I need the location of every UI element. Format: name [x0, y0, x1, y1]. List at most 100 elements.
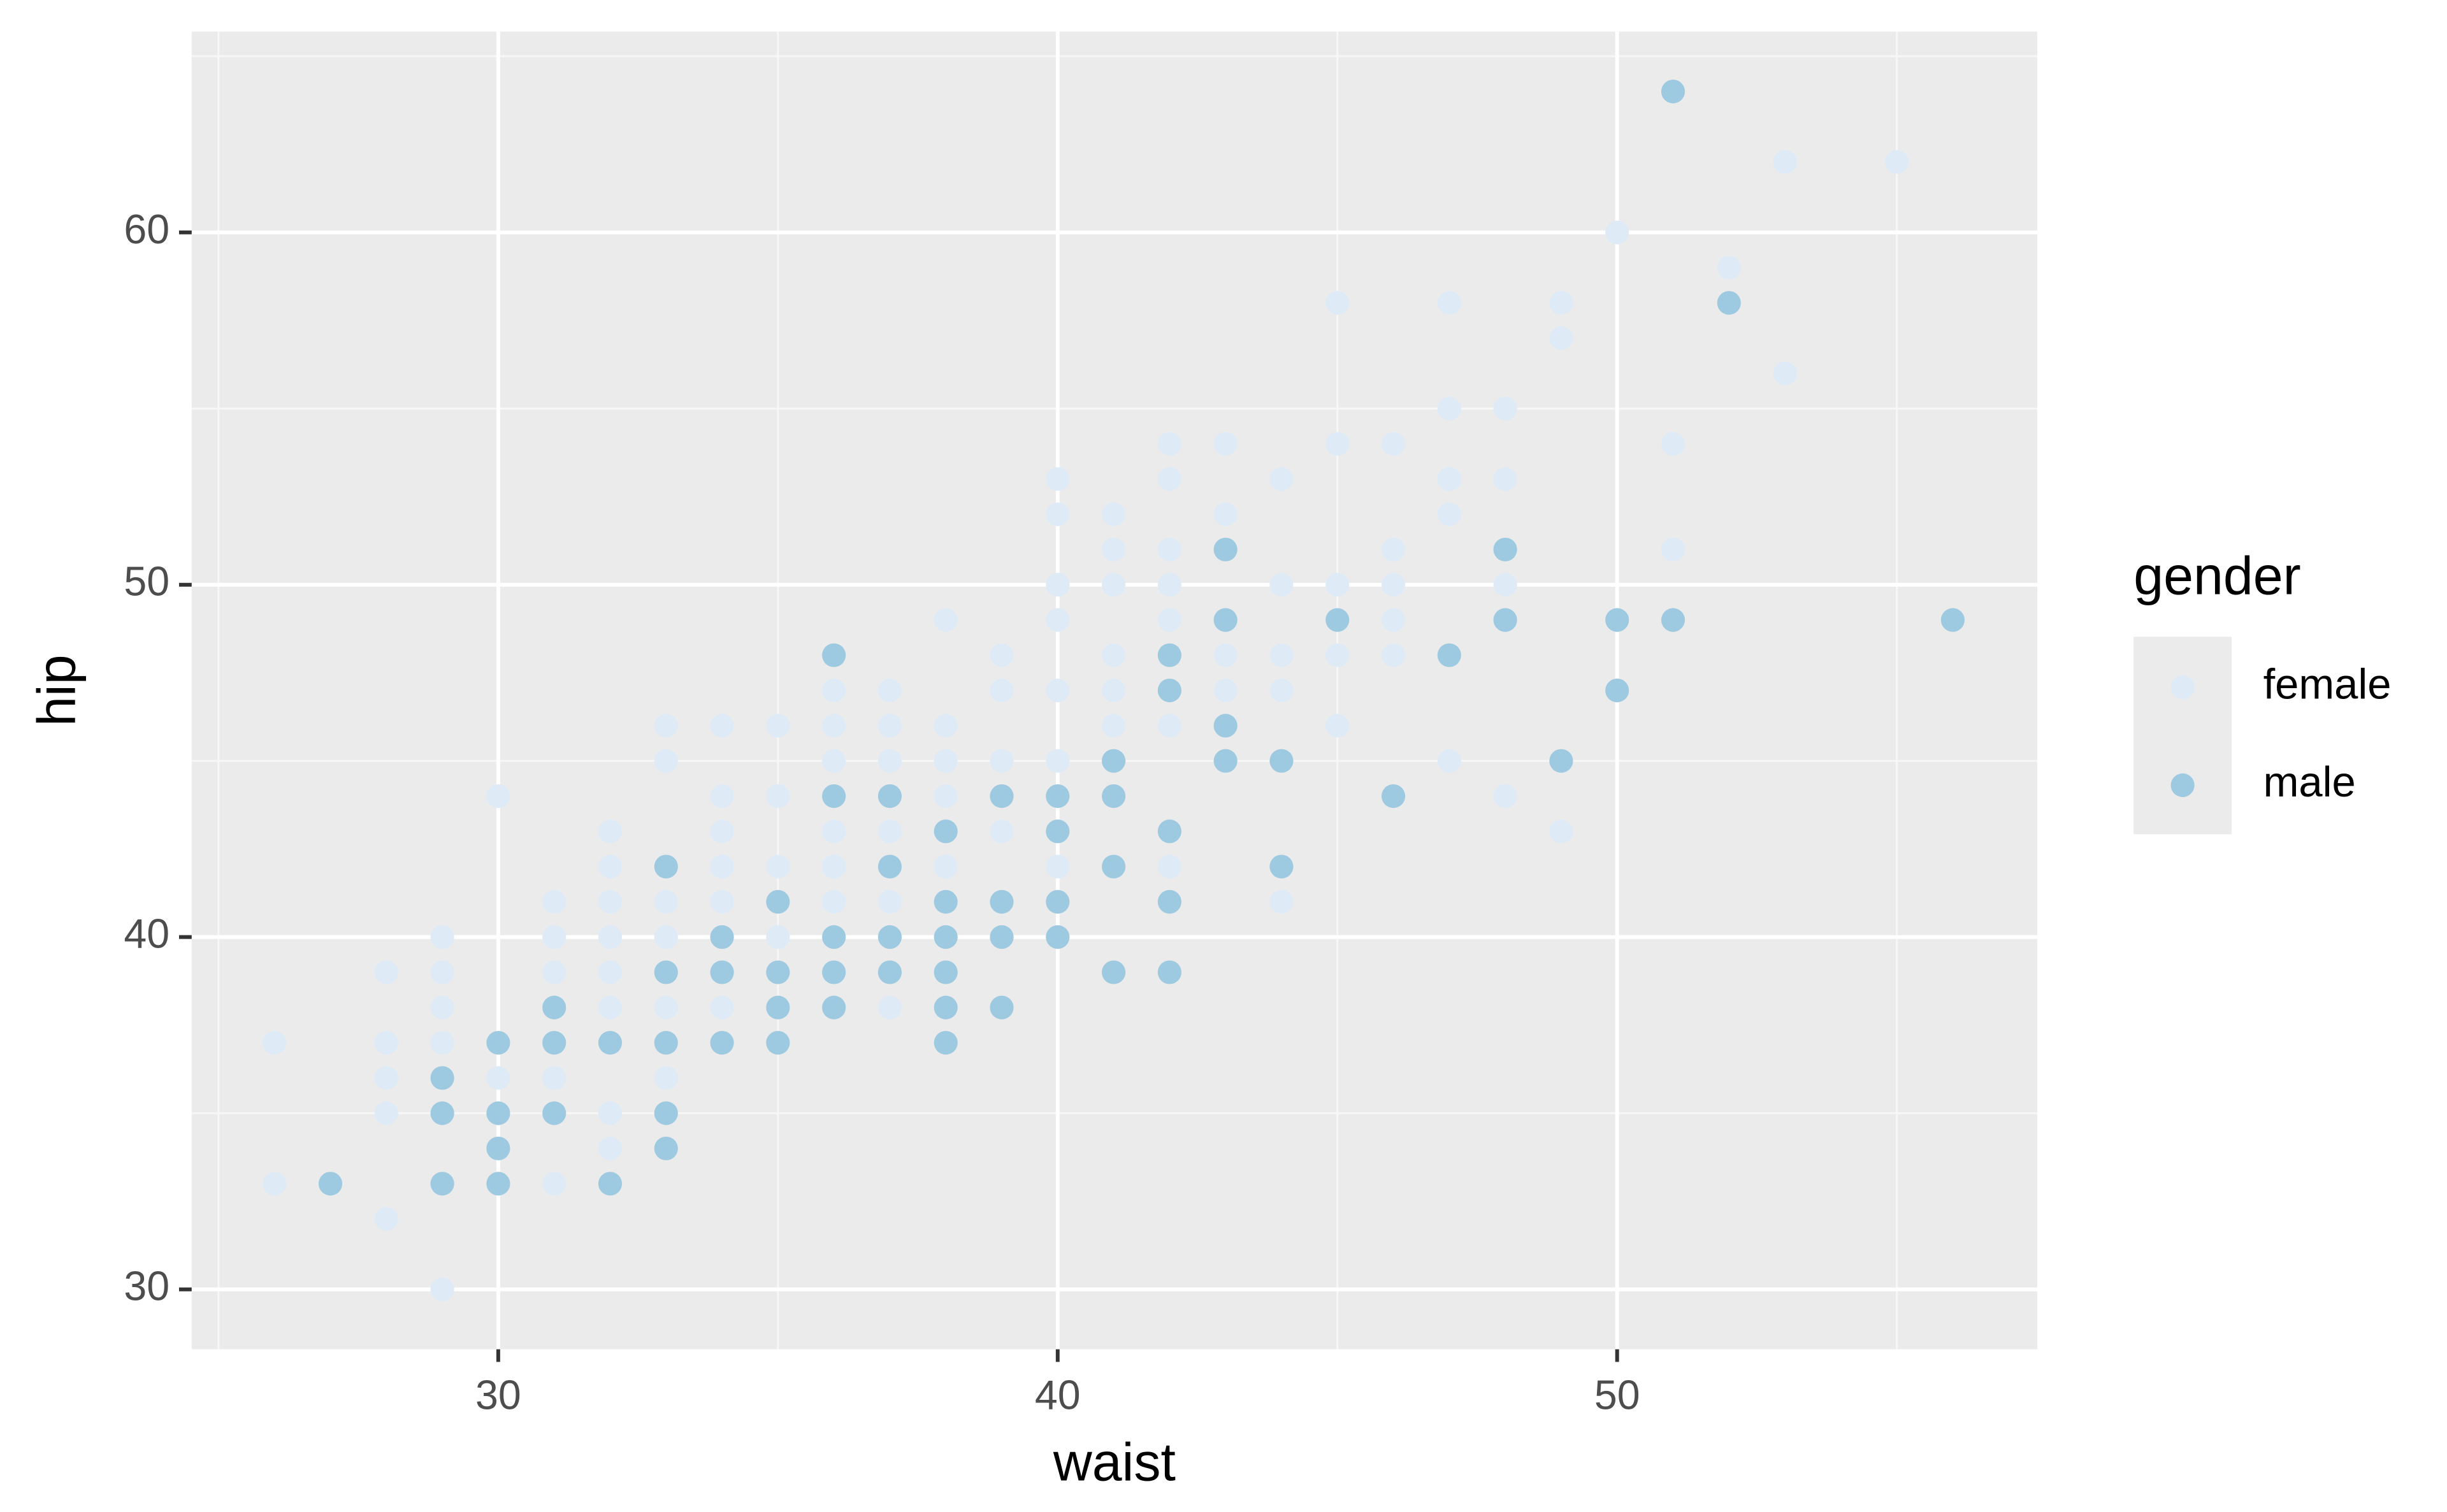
legend-key: [2170, 773, 2195, 797]
point: [877, 819, 902, 844]
point: [542, 995, 567, 1019]
point: [1493, 467, 1517, 491]
point: [1046, 467, 1070, 491]
point: [542, 1066, 567, 1090]
point: [1046, 819, 1070, 844]
point: [1213, 643, 1238, 667]
point: [598, 1172, 623, 1196]
point: [1325, 431, 1350, 456]
point: [1157, 537, 1181, 562]
point: [1157, 819, 1181, 844]
point: [1437, 291, 1461, 315]
point: [822, 714, 846, 738]
point: [710, 714, 734, 738]
x-tick-label: 50: [1594, 1372, 1640, 1418]
point: [1046, 502, 1070, 526]
point: [1940, 608, 1965, 632]
point: [1046, 925, 1070, 949]
point: [1101, 502, 1126, 526]
point: [710, 925, 734, 949]
point: [598, 889, 623, 914]
point: [1046, 784, 1070, 809]
point: [822, 784, 846, 809]
point: [766, 714, 790, 738]
point: [1437, 643, 1461, 667]
point: [934, 854, 958, 879]
point: [1101, 714, 1126, 738]
point: [877, 678, 902, 703]
point: [990, 784, 1014, 809]
point: [654, 1101, 678, 1125]
point: [1157, 678, 1181, 703]
point: [877, 854, 902, 879]
point: [1325, 643, 1350, 667]
point: [318, 1172, 343, 1196]
point: [934, 749, 958, 773]
point: [598, 995, 623, 1019]
point: [1549, 291, 1573, 315]
point: [1549, 819, 1573, 844]
point: [598, 1030, 623, 1055]
point: [1661, 537, 1685, 562]
point: [1157, 608, 1181, 632]
point: [542, 1172, 567, 1196]
point: [542, 889, 567, 914]
point: [430, 1172, 454, 1196]
point: [822, 678, 846, 703]
point: [1661, 431, 1685, 456]
point: [486, 1136, 510, 1161]
point: [934, 960, 958, 984]
point: [1717, 256, 1741, 280]
point: [990, 749, 1014, 773]
x-tick-label: 30: [475, 1372, 521, 1418]
point: [766, 784, 790, 809]
point: [1773, 361, 1797, 385]
point: [1661, 79, 1685, 104]
point: [374, 1207, 398, 1231]
point: [542, 1030, 567, 1055]
point: [822, 643, 846, 667]
point: [1213, 749, 1238, 773]
point: [766, 995, 790, 1019]
point: [1046, 889, 1070, 914]
point: [877, 784, 902, 809]
point: [430, 995, 454, 1019]
point: [486, 1066, 510, 1090]
point: [710, 1030, 734, 1055]
point: [766, 854, 790, 879]
point: [1493, 573, 1517, 597]
point: [430, 960, 454, 984]
point: [1493, 784, 1517, 809]
point: [654, 1136, 678, 1161]
point: [1101, 749, 1126, 773]
point: [766, 960, 790, 984]
point: [934, 608, 958, 632]
point: [877, 995, 902, 1019]
point: [1493, 608, 1517, 632]
point: [1157, 431, 1181, 456]
point: [766, 1030, 790, 1055]
point: [1325, 714, 1350, 738]
point: [1661, 608, 1685, 632]
point: [654, 749, 678, 773]
point: [486, 1172, 510, 1196]
point: [374, 960, 398, 984]
point: [374, 1030, 398, 1055]
point: [1046, 854, 1070, 879]
point: [822, 749, 846, 773]
x-tick-label: 40: [1035, 1372, 1081, 1418]
point: [430, 1101, 454, 1125]
legend: gender female male: [2133, 545, 2392, 835]
point: [1213, 431, 1238, 456]
point: [710, 784, 734, 809]
point: [1381, 573, 1406, 597]
point: [654, 854, 678, 879]
point: [1325, 608, 1350, 632]
x-axis-title: waist: [1053, 1432, 1176, 1492]
point: [1493, 537, 1517, 562]
point: [1157, 960, 1181, 984]
point: [822, 995, 846, 1019]
point: [990, 995, 1014, 1019]
point: [654, 960, 678, 984]
